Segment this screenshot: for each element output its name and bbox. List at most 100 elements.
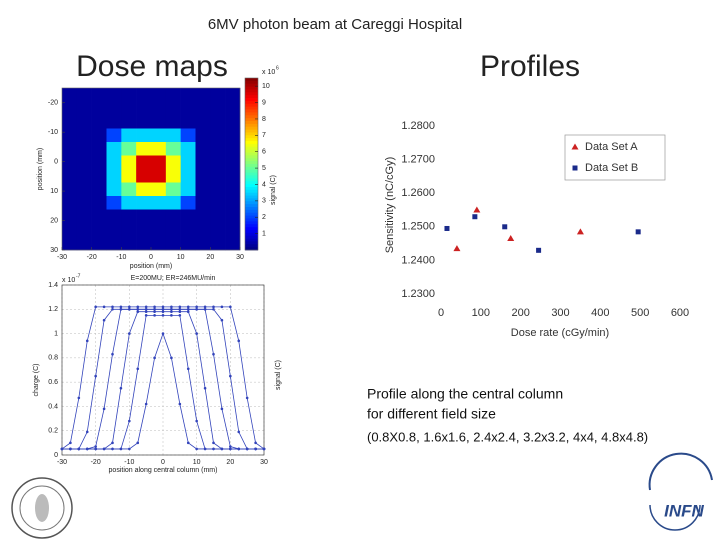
y-tick-label: -10	[48, 129, 58, 136]
heat-cell	[165, 182, 181, 197]
heat-cell	[165, 128, 181, 143]
profile-point	[102, 447, 106, 451]
x-tick-label: 0	[161, 459, 165, 466]
profile-point	[69, 441, 72, 445]
heat-cell	[225, 101, 241, 116]
y-tick-label: 30	[50, 247, 58, 254]
heat-cell	[210, 236, 226, 251]
x-tick-label: -20	[91, 459, 101, 466]
heat-cell	[91, 88, 107, 102]
colorbar-step	[245, 186, 258, 191]
x-tick-label: 20	[206, 254, 214, 261]
profile-point	[170, 356, 173, 360]
colorbar-step	[245, 212, 258, 216]
heat-cell	[195, 155, 211, 170]
profile-point	[102, 305, 106, 309]
profile-point	[229, 445, 232, 448]
heat-cell	[225, 196, 241, 210]
colorbar-step	[245, 149, 258, 153]
profile-point	[85, 430, 89, 434]
colorbar-tick-label: 1	[262, 230, 266, 237]
colorbar-step	[245, 235, 258, 239]
heat-cell	[151, 169, 167, 183]
heat-cell	[91, 236, 107, 251]
profile-point	[144, 305, 148, 309]
heat-cell	[180, 88, 196, 102]
heat-cell	[165, 196, 181, 210]
heat-cell	[106, 155, 122, 170]
colorbar-step	[245, 209, 258, 214]
heat-cell	[195, 196, 211, 210]
colorbar-step	[245, 123, 258, 128]
y-tick-label: 1.2400	[401, 254, 435, 266]
profile-point	[119, 386, 123, 390]
profile-point	[136, 367, 140, 371]
heat-cell	[195, 209, 211, 224]
profile-point	[245, 447, 249, 451]
heat-cell	[151, 142, 167, 156]
profile-point	[178, 314, 182, 317]
colorbar-step	[245, 232, 258, 237]
x-tick-label: 600	[671, 307, 689, 319]
heat-cell	[180, 236, 196, 251]
colorbar-step	[245, 138, 258, 142]
y-axis-label: charge (C)	[33, 363, 40, 396]
x-tick-label: 20	[226, 459, 234, 466]
heat-cell	[136, 155, 152, 170]
profile-point	[153, 356, 156, 360]
profile-point	[144, 307, 148, 311]
profile-point	[212, 441, 215, 445]
colorbar-step	[245, 195, 258, 199]
colorbar-step	[245, 115, 258, 119]
colorbar-tick-label: 9	[262, 99, 266, 106]
colorbar-tick-label: 2	[262, 214, 266, 221]
x-tick-label: -20	[87, 254, 97, 261]
colorbar-scale: x 10	[262, 69, 275, 76]
colorbar-step	[245, 100, 258, 105]
heat-cell	[136, 115, 152, 129]
profile-point	[220, 447, 224, 451]
heat-cell	[195, 88, 211, 102]
heat-cell	[62, 128, 78, 143]
heat-cell	[225, 155, 241, 170]
x-axis-label: Dose rate (cGy/min)	[511, 327, 609, 339]
heat-cell	[121, 236, 137, 251]
profile-point	[77, 447, 81, 451]
profile-point	[178, 305, 182, 309]
profile-point	[119, 305, 123, 309]
heat-cell	[195, 182, 211, 197]
legend-label: Data Set A	[585, 141, 638, 153]
colorbar-step	[245, 86, 258, 90]
heat-cell	[210, 155, 226, 170]
heat-cell	[180, 155, 196, 170]
profile-point	[136, 307, 140, 311]
colorbar-step	[245, 172, 258, 176]
colorbar-step	[245, 155, 258, 159]
profile-point	[161, 305, 165, 309]
heat-cell	[225, 169, 241, 183]
heat-cell	[225, 142, 241, 156]
heat-cell	[210, 88, 226, 102]
y-tick-label: -20	[48, 100, 58, 107]
y-scale: x 10	[62, 277, 75, 284]
colorbar-step	[245, 221, 258, 225]
colorbar-step	[245, 198, 258, 202]
profile-point	[195, 332, 198, 335]
heat-cell	[62, 115, 78, 129]
heat-cell	[62, 196, 78, 210]
heat-cell	[106, 169, 122, 183]
heat-cell	[62, 101, 78, 116]
x-tick-label: 300	[551, 307, 569, 319]
colorbar-step	[245, 143, 258, 148]
y-tick-label: 1.2500	[401, 221, 435, 233]
caption-line: Profile along the central column	[367, 386, 563, 402]
scatter-point	[472, 214, 478, 220]
colorbar-tick-label: 4	[262, 181, 266, 188]
profile-point	[254, 441, 257, 445]
scatter-point	[576, 228, 584, 235]
heat-cell	[210, 128, 226, 143]
legend-marker	[571, 143, 579, 150]
colorbar-step	[245, 132, 258, 136]
caption-line: for different field size	[367, 406, 496, 422]
profile-point	[128, 305, 131, 309]
